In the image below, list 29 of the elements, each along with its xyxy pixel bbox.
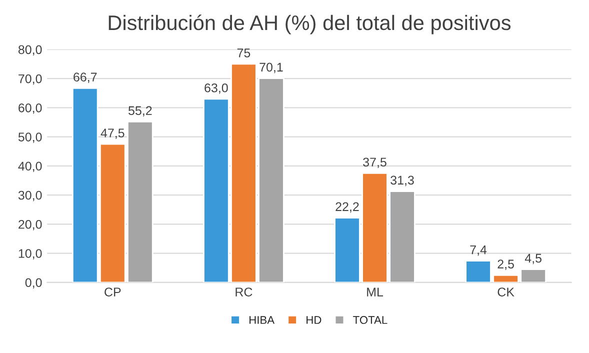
data-label: 47,5 <box>100 128 124 139</box>
x-tick-label: RC <box>236 288 252 296</box>
data-label: 2,5 <box>498 260 514 270</box>
x-tick-label: ML <box>367 288 384 296</box>
data-label: 70,1 <box>260 62 283 74</box>
y-tick-label: 40,0 <box>18 162 42 172</box>
data-label: 31,3 <box>390 176 414 186</box>
y-tick-label: 20,0 <box>18 220 42 230</box>
legend-label: TOTAL <box>353 316 388 324</box>
y-tick-label: 60,0 <box>18 103 42 114</box>
data-label: 37,5 <box>363 158 386 168</box>
y-tick-label: 80,0 <box>18 45 42 56</box>
data-label: 75 <box>237 48 250 58</box>
data-label: 63,0 <box>204 83 228 94</box>
x-tick-label: CK <box>498 288 514 296</box>
data-label: 55,2 <box>128 106 152 116</box>
x-tick-label: CP <box>104 288 121 296</box>
chart-title: Distribución de AH (%) del total de positivos <box>108 14 511 34</box>
data-label: 7,4 <box>470 245 487 256</box>
y-tick-label: 70,0 <box>18 74 42 85</box>
data-label: 4,5 <box>524 254 542 264</box>
y-tick-label: 50,0 <box>18 132 42 143</box>
y-tick-label: 30,0 <box>18 190 42 202</box>
data-label: 22,2 <box>336 202 359 213</box>
y-tick-label: 0,0 <box>25 278 42 289</box>
legend-label: HD <box>306 316 322 324</box>
data-label: 66,7 <box>74 72 97 83</box>
legend-label: HIBA <box>250 316 275 324</box>
y-tick-label: 10,0 <box>18 249 42 260</box>
